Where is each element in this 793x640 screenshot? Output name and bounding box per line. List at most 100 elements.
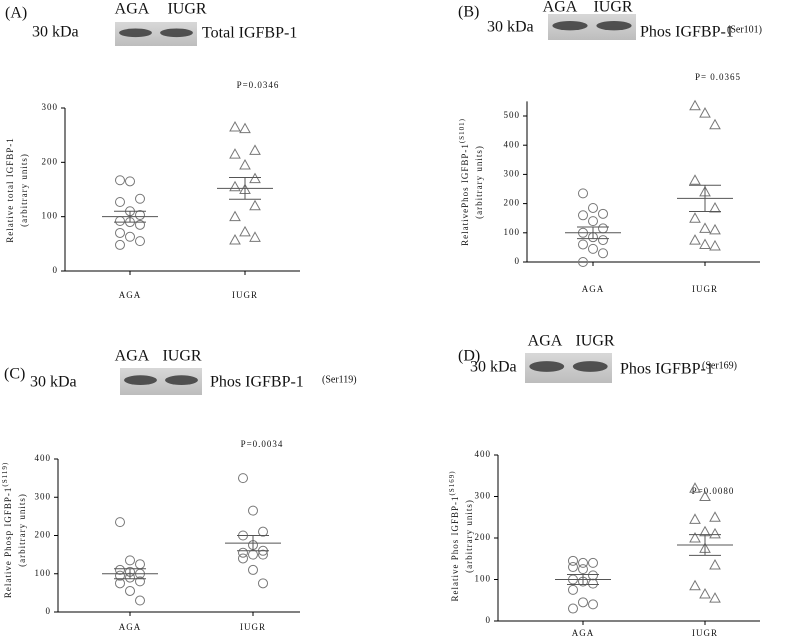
- data-point: [588, 202, 598, 213]
- data-point: [598, 223, 608, 234]
- blot-lane-label: IUGR: [593, 0, 632, 16]
- data-point: [229, 234, 241, 245]
- y-label-superscript: (S101): [458, 118, 466, 143]
- data-point: [578, 257, 588, 267]
- y-tick-label: 300: [475, 491, 492, 501]
- blot-title: Phos IGFBP-1: [620, 361, 714, 378]
- y-axis-label: Relative Phosp IGFBP-1(S119) (arbitrary u…: [1, 462, 27, 598]
- blot-lane-label: AGA: [115, 1, 150, 18]
- data-point: [115, 517, 125, 528]
- panel-label: (B): [458, 4, 479, 21]
- y-tick-label: 300: [42, 102, 59, 112]
- data-point: [258, 549, 268, 560]
- blot-lane-label: IUGR: [162, 348, 201, 365]
- data-point: [249, 172, 261, 184]
- data-point: [249, 144, 261, 155]
- y-tick-label: 200: [35, 530, 52, 540]
- blot-lane-label: IUGR: [167, 1, 206, 18]
- blot-title: Total IGFBP-1: [202, 25, 297, 42]
- blot-band: [160, 28, 193, 38]
- data-point: [125, 176, 135, 187]
- data-point: [578, 210, 588, 221]
- data-point: [115, 196, 125, 207]
- data-point: [709, 511, 721, 522]
- data-point: [578, 557, 588, 568]
- blot-band: [165, 375, 198, 386]
- data-point: [709, 118, 721, 130]
- data-point: [709, 558, 721, 570]
- data-point: [598, 248, 608, 259]
- x-tick-label: IUGR: [692, 628, 718, 638]
- p-value: P=0.0080: [692, 486, 735, 496]
- data-point: [689, 482, 701, 493]
- panel-label: (A): [5, 5, 27, 22]
- data-point: [588, 243, 598, 254]
- y-tick-label: 100: [504, 227, 521, 237]
- x-tick-label: IUGR: [240, 622, 266, 632]
- marker-weight: 30 kDa: [470, 359, 517, 376]
- data-point: [258, 526, 268, 537]
- data-point: [135, 236, 145, 247]
- marker-weight: 30 kDa: [32, 24, 79, 41]
- y-tick-label: 200: [504, 198, 521, 208]
- data-point: [568, 562, 578, 573]
- x-tick-label: IUGR: [692, 284, 718, 294]
- y-tick-label: 300: [504, 168, 521, 178]
- data-point: [115, 239, 125, 250]
- y-tick-label: 100: [475, 574, 492, 584]
- y-tick-label: 500: [504, 110, 521, 120]
- data-point: [588, 599, 598, 610]
- data-point: [238, 553, 248, 564]
- y-tick-label: 0: [515, 256, 521, 266]
- blot-title: Phos IGFBP-1: [640, 24, 734, 41]
- data-point: [239, 122, 251, 134]
- y-tick-label: 300: [35, 491, 52, 501]
- x-tick-label: AGA: [119, 290, 142, 300]
- marker-weight: 30 kDa: [487, 19, 534, 36]
- data-point: [588, 570, 598, 581]
- data-point: [568, 555, 578, 566]
- data-point: [568, 584, 578, 595]
- data-point: [578, 239, 588, 250]
- data-point: [135, 576, 145, 587]
- data-point: [689, 513, 701, 524]
- p-value: P=0.0346: [237, 80, 280, 90]
- blot-band: [124, 375, 157, 386]
- marker-weight: 30 kDa: [30, 374, 77, 391]
- data-point: [239, 225, 251, 237]
- data-point: [689, 212, 701, 223]
- y-tick-label: 100: [42, 211, 59, 221]
- data-point: [125, 585, 135, 596]
- data-point: [598, 208, 608, 219]
- data-point: [248, 564, 258, 575]
- data-point: [135, 595, 145, 606]
- data-point: [689, 174, 701, 185]
- blot-band: [552, 21, 588, 31]
- y-label-text: RelativePhos IGFBP-1(S101): [458, 118, 470, 246]
- data-point: [598, 235, 608, 246]
- y-tick-label: 200: [475, 532, 492, 542]
- y-tick-label: 400: [504, 139, 521, 149]
- data-point: [125, 555, 135, 566]
- data-point: [258, 578, 268, 589]
- p-value: P= 0.0365: [695, 72, 741, 82]
- blot-band: [529, 361, 565, 372]
- data-point: [578, 597, 588, 608]
- y-label-main: Relative total IGFBP-1: [5, 137, 15, 243]
- y-label-units: (arbitrary units): [19, 153, 29, 227]
- y-label-superscript: (S169): [448, 470, 456, 495]
- data-point: [689, 99, 701, 111]
- y-label-main: RelativePhos IGFBP-1: [460, 143, 470, 246]
- data-point: [699, 222, 711, 233]
- blot-band: [596, 21, 632, 31]
- y-label-text: Relative total IGFBP-1: [5, 137, 15, 243]
- data-point: [689, 579, 701, 591]
- blot-lane-label: IUGR: [575, 333, 614, 350]
- blot-lane-label: AGA: [115, 348, 150, 365]
- data-point: [229, 120, 241, 132]
- data-point: [115, 216, 125, 227]
- data-point: [229, 210, 241, 222]
- blot-lane-label: AGA: [528, 333, 563, 350]
- data-point: [125, 231, 135, 242]
- data-point: [115, 570, 125, 581]
